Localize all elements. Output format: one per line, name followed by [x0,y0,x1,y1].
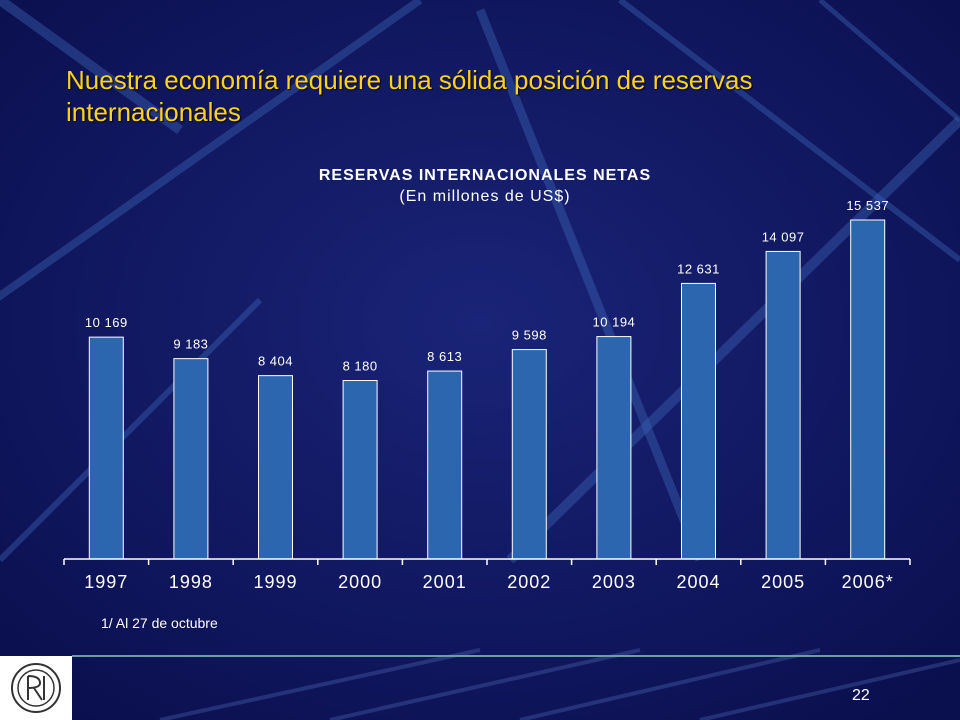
bar-2001 [427,370,463,560]
x-tick-label: 2003 [592,572,636,592]
bar-value-label: 12 631 [677,261,720,276]
x-tick-label: 1999 [253,572,297,592]
bar-2006-star [850,219,886,560]
bar-value-label: 9 183 [173,337,208,352]
x-tick-label: 2005 [761,572,805,592]
x-tick-label: 2002 [507,572,551,592]
bar-value-label: 8 180 [343,359,378,374]
bar-2005 [765,250,801,560]
chart-subtitle: (En millones de US$) [399,188,570,205]
bar-value-label: 14 097 [762,229,805,244]
slide-title: Nuestra economía requiere una sólida pos… [66,65,753,127]
bar-1997 [88,336,124,560]
x-tick-label: 2001 [423,572,467,592]
bar-2000 [342,380,378,560]
x-tick-label: 2006* [842,572,894,592]
bar-value-label: 8 404 [258,354,293,369]
footnote: 1/ Al 27 de octubre [101,615,218,631]
bar-value-label: 10 169 [85,315,128,330]
bar-value-label: 9 598 [512,328,547,343]
bar-2002 [511,349,547,560]
chart-title: RESERVAS INTERNACIONALES NETAS [319,167,651,184]
x-tick-label: 2000 [338,572,382,592]
seal-icon [11,663,61,713]
bcrp-logo [0,656,72,720]
page-number: 22 [852,687,870,704]
bar-2003 [596,336,632,560]
x-tick-label: 1997 [84,572,128,592]
x-tick-label: 1998 [169,572,213,592]
bar-value-label: 15 537 [846,198,889,213]
bar-1998 [173,358,209,560]
bar-value-label: 10 194 [593,315,636,330]
x-axis-ticks: 1997 1998 1999 2000 2001 2002 2003 2004 2005 2006… [63,559,911,592]
bar-2004 [681,282,716,560]
bar-1999 [258,375,293,560]
bars-group: 10 169 9 183 8 404 8 180 8 613 9 598 10 194 12 … [85,198,889,560]
x-tick-label: 2004 [676,572,720,592]
bar-value-label: 8 613 [427,349,462,364]
